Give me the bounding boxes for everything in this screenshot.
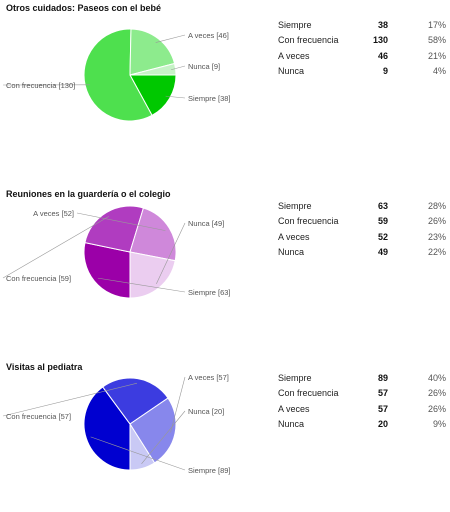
pie-chart: Siempre [89] Con frecuencia [57] A veces [… bbox=[0, 362, 270, 487]
table-row: A veces 57 26% bbox=[278, 401, 446, 417]
table-row: Nunca 20 9% bbox=[278, 417, 446, 433]
table-row: Siempre 89 40% bbox=[278, 370, 446, 386]
count-cell: 9 bbox=[366, 64, 388, 80]
table-row: Nunca 49 22% bbox=[278, 245, 446, 261]
chart-section-pediatra: Visitas al pediatra Siempre [89]Con frec… bbox=[0, 362, 450, 512]
percent-cell: 23% bbox=[388, 229, 446, 245]
slice-label: A veces [46] bbox=[188, 31, 229, 40]
category-cell: A veces bbox=[278, 48, 366, 64]
percent-cell: 22% bbox=[388, 245, 446, 261]
count-cell: 38 bbox=[366, 17, 388, 33]
category-cell: Con frecuencia bbox=[278, 33, 366, 49]
percent-cell: 26% bbox=[388, 386, 446, 402]
category-cell: Nunca bbox=[278, 417, 366, 433]
stats-table: Siempre 63 28% Con frecuencia 59 26% A v… bbox=[278, 198, 446, 260]
chart-section-paseos: Otros cuidados: Paseos con el bebé Siemp… bbox=[0, 3, 450, 153]
count-cell: 130 bbox=[366, 33, 388, 49]
count-cell: 59 bbox=[366, 214, 388, 230]
category-cell: A veces bbox=[278, 229, 366, 245]
percent-cell: 26% bbox=[388, 401, 446, 417]
slice-label: Nunca [9] bbox=[188, 62, 220, 71]
percent-cell: 4% bbox=[388, 64, 446, 80]
slice-label: Nunca [49] bbox=[188, 219, 224, 228]
table-row: Con frecuencia 130 58% bbox=[278, 33, 446, 49]
slice-label: Siempre [38] bbox=[188, 94, 231, 103]
slice-label: Con frecuencia [59] bbox=[6, 274, 71, 283]
percent-cell: 21% bbox=[388, 48, 446, 64]
table-row: Nunca 9 4% bbox=[278, 64, 446, 80]
slice-label: Siempre [89] bbox=[188, 466, 231, 475]
category-cell: Con frecuencia bbox=[278, 386, 366, 402]
table-row: Con frecuencia 57 26% bbox=[278, 386, 446, 402]
table-row: Con frecuencia 59 26% bbox=[278, 214, 446, 230]
count-cell: 57 bbox=[366, 386, 388, 402]
count-cell: 63 bbox=[366, 198, 388, 214]
count-cell: 46 bbox=[366, 48, 388, 64]
leader-line bbox=[156, 35, 185, 43]
percent-cell: 58% bbox=[388, 33, 446, 49]
count-cell: 49 bbox=[366, 245, 388, 261]
count-cell: 20 bbox=[366, 417, 388, 433]
percent-cell: 40% bbox=[388, 370, 446, 386]
slice-label: Nunca [20] bbox=[188, 407, 224, 416]
category-cell: A veces bbox=[278, 401, 366, 417]
table-row: Siempre 38 17% bbox=[278, 17, 446, 33]
slice-label: Siempre [63] bbox=[188, 288, 231, 297]
category-cell: Nunca bbox=[278, 64, 366, 80]
category-cell: Nunca bbox=[278, 245, 366, 261]
pie-chart: Siempre [63] Con frecuencia [59] A veces [… bbox=[0, 189, 270, 334]
stats-table: Siempre 89 40% Con frecuencia 57 26% A v… bbox=[278, 370, 446, 432]
category-cell: Siempre bbox=[278, 198, 366, 214]
slice-label: Con frecuencia [130] bbox=[6, 81, 75, 90]
category-cell: Con frecuencia bbox=[278, 214, 366, 230]
percent-cell: 26% bbox=[388, 214, 446, 230]
stats-table: Siempre 38 17% Con frecuencia 130 58% A … bbox=[278, 17, 446, 79]
slice-label: Con frecuencia [57] bbox=[6, 412, 71, 421]
table-row: A veces 52 23% bbox=[278, 229, 446, 245]
slice-label: A veces [52] bbox=[33, 209, 74, 218]
count-cell: 57 bbox=[366, 401, 388, 417]
pie-chart: Siempre [38] Con frecuencia [130] A veces … bbox=[0, 3, 270, 148]
category-cell: Siempre bbox=[278, 17, 366, 33]
slice-label: A veces [57] bbox=[188, 373, 229, 382]
table-row: A veces 46 21% bbox=[278, 48, 446, 64]
count-cell: 52 bbox=[366, 229, 388, 245]
leader-line bbox=[171, 377, 185, 432]
table-row: Siempre 63 28% bbox=[278, 198, 446, 214]
category-cell: Siempre bbox=[278, 370, 366, 386]
percent-cell: 9% bbox=[388, 417, 446, 433]
percent-cell: 28% bbox=[388, 198, 446, 214]
chart-section-reuniones: Reuniones en la guardería o el colegio S… bbox=[0, 189, 450, 339]
percent-cell: 17% bbox=[388, 17, 446, 33]
count-cell: 89 bbox=[366, 370, 388, 386]
